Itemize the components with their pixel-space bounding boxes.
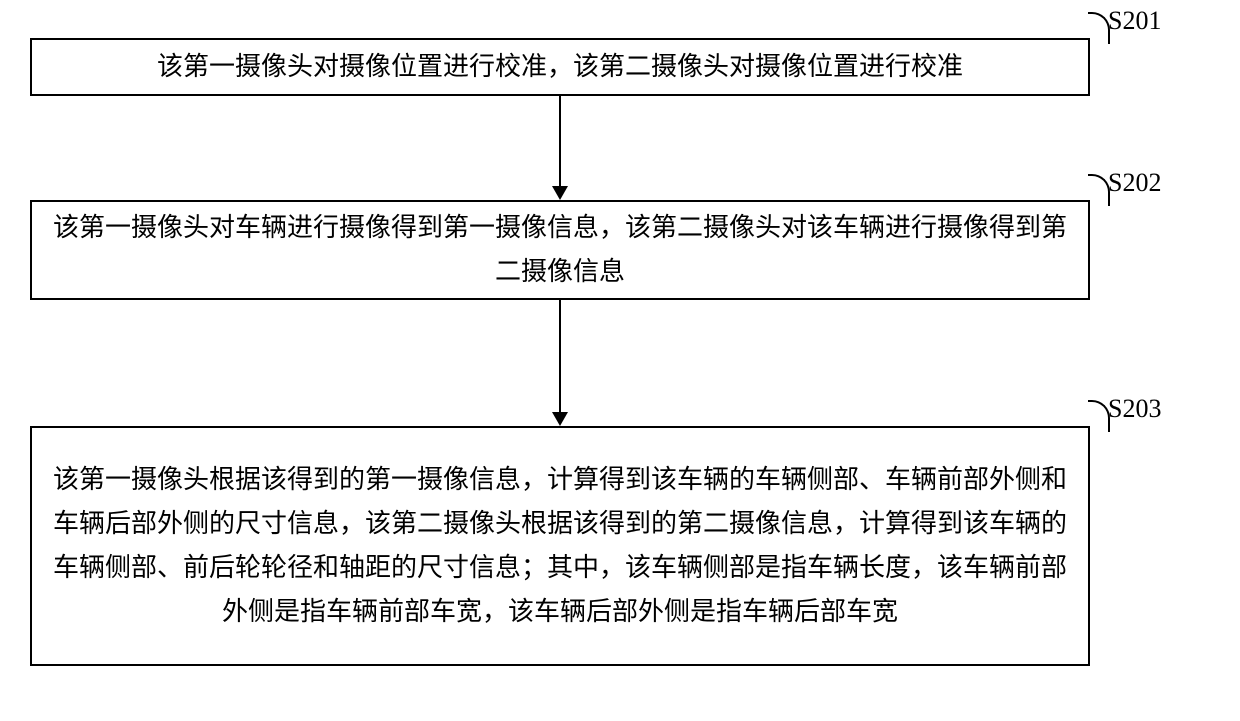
step-box-s201: 该第一摄像头对摄像位置进行校准，该第二摄像头对摄像位置进行校准 <box>30 38 1090 96</box>
step-box-s203: 该第一摄像头根据该得到的第一摄像信息，计算得到该车辆的车辆侧部、车辆前部外侧和车… <box>30 426 1090 666</box>
step-text-s203: 该第一摄像头根据该得到的第一摄像信息，计算得到该车辆的车辆侧部、车辆前部外侧和车… <box>44 458 1076 635</box>
label-connector-s202 <box>1088 174 1110 206</box>
label-connector-s203 <box>1088 400 1110 432</box>
label-connector-s201 <box>1088 12 1110 44</box>
arrow-head-s201-s202 <box>552 186 568 200</box>
step-text-s202: 该第一摄像头对车辆进行摄像得到第一摄像信息，该第二摄像头对该车辆进行摄像得到第二… <box>44 206 1076 294</box>
step-label-s203: S203 <box>1108 394 1161 424</box>
step-text-s201: 该第一摄像头对摄像位置进行校准，该第二摄像头对摄像位置进行校准 <box>44 45 1076 89</box>
step-label-s201: S201 <box>1108 6 1161 36</box>
flowchart-canvas: S201 该第一摄像头对摄像位置进行校准，该第二摄像头对摄像位置进行校准 S20… <box>0 0 1240 721</box>
arrow-head-s202-s203 <box>552 412 568 426</box>
step-box-s202: 该第一摄像头对车辆进行摄像得到第一摄像信息，该第二摄像头对该车辆进行摄像得到第二… <box>30 200 1090 300</box>
arrow-s202-s203 <box>559 300 561 414</box>
arrow-s201-s202 <box>559 96 561 188</box>
step-label-s202: S202 <box>1108 168 1161 198</box>
